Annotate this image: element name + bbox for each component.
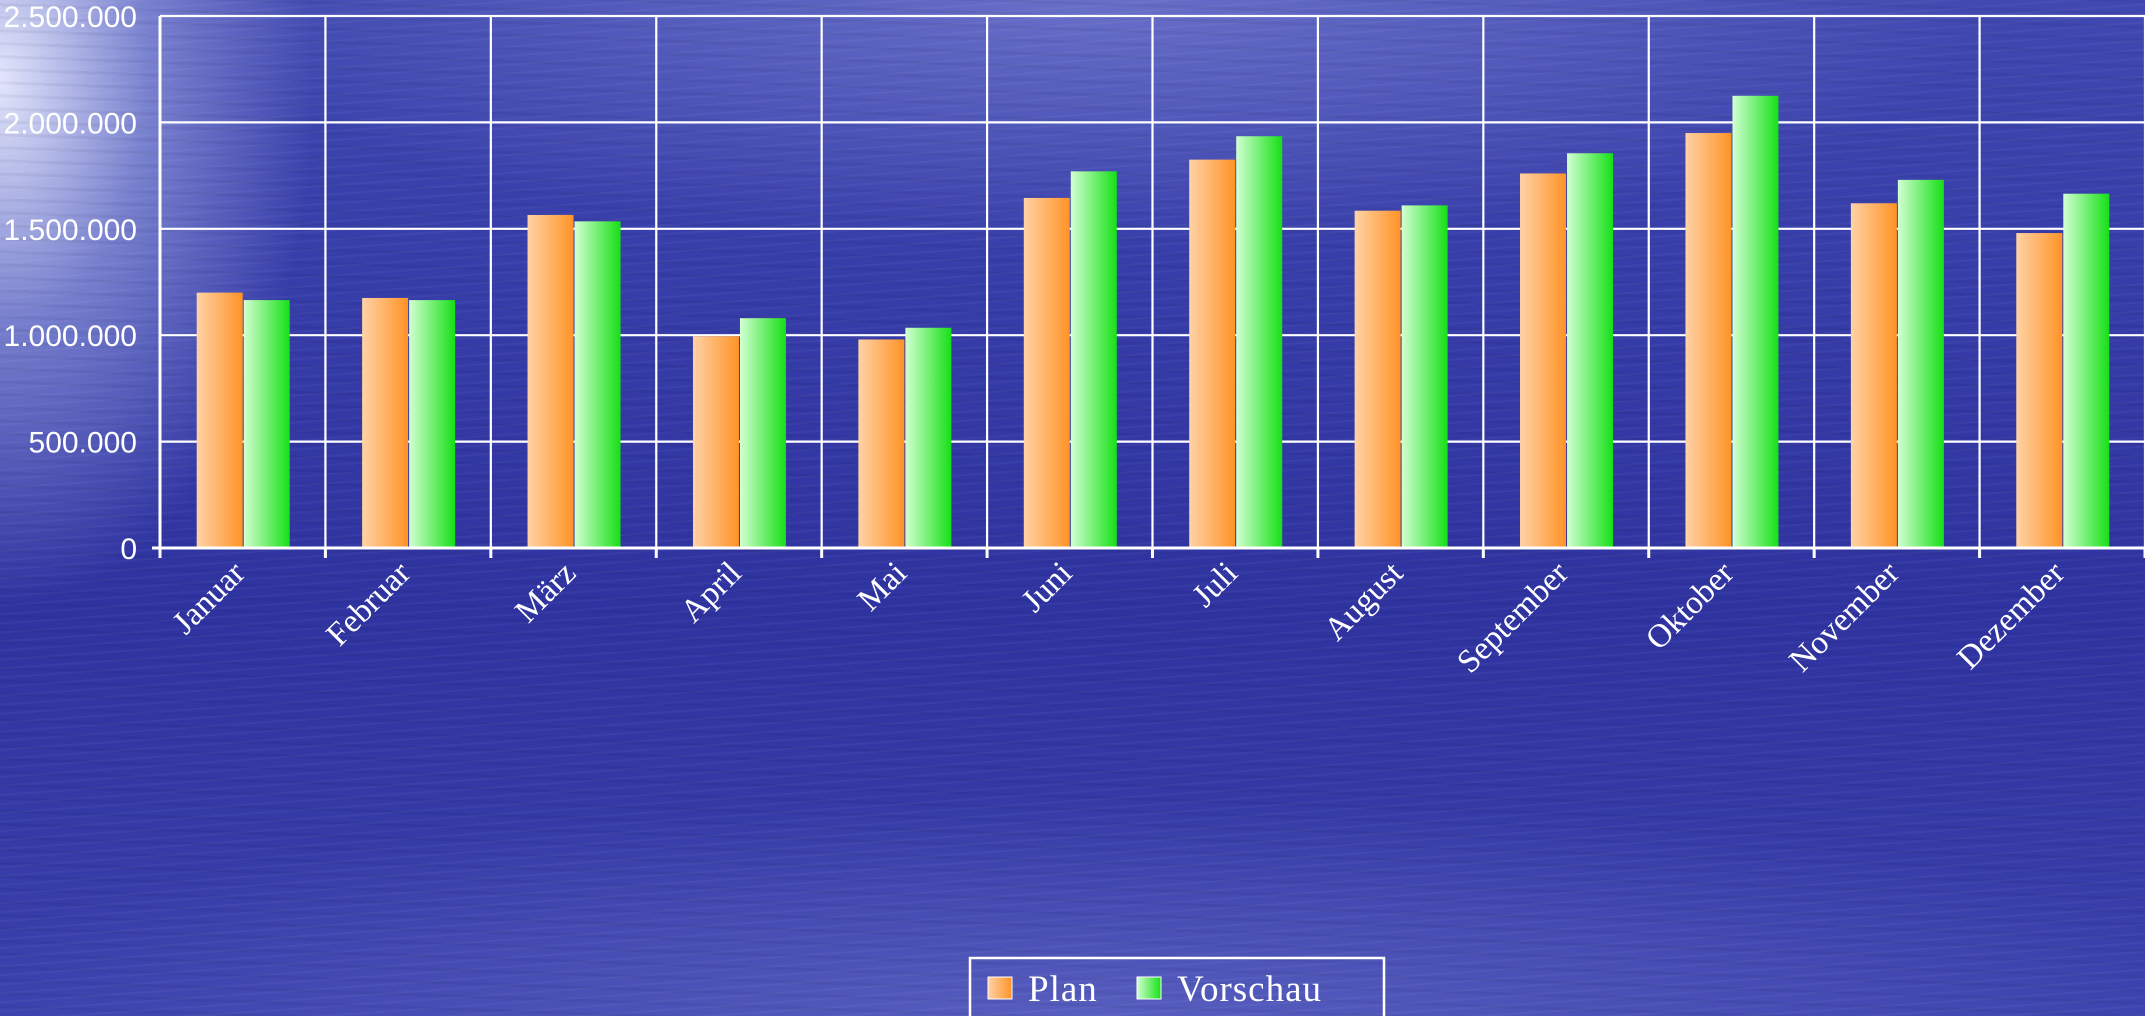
- x-tick-label: Juni: [1015, 555, 1079, 619]
- x-tick-label: April: [674, 555, 749, 630]
- bar-vorschau-januar[interactable]: [243, 300, 290, 548]
- bar-plan-mai[interactable]: [858, 339, 905, 548]
- bar-vorschau-april[interactable]: [739, 318, 786, 548]
- bar-plan-september[interactable]: [1520, 173, 1567, 549]
- bar-vorschau-august[interactable]: [1401, 205, 1448, 548]
- x-tick-label: März: [508, 555, 583, 630]
- bar-plan-januar[interactable]: [196, 292, 243, 548]
- bar-vorschau-mai[interactable]: [905, 327, 952, 548]
- bar-vorschau-februar[interactable]: [409, 300, 456, 548]
- y-tick-label: 1.500.000: [4, 214, 137, 247]
- y-tick-label: 1.000.000: [4, 320, 137, 353]
- bar-plan-april[interactable]: [692, 336, 739, 548]
- bar-plan-juni[interactable]: [1023, 197, 1070, 548]
- bar-plan-november[interactable]: [1850, 203, 1897, 548]
- y-axis-tick-labels: 0 500.000 1.000.000 1.500.000 2.000.000 2.500…: [4, 1, 137, 566]
- bars: [196, 95, 2110, 549]
- x-tick-label: Juli: [1186, 555, 1245, 614]
- y-tick-label: 0: [120, 533, 137, 566]
- legend-swatch-vorschau[interactable]: [1136, 976, 1162, 1000]
- bar-plan-oktober[interactable]: [1685, 133, 1732, 549]
- y-tick-label: 2.500.000: [4, 1, 137, 34]
- x-tick-label: Oktober: [1639, 555, 1741, 657]
- x-tick-label: November: [1783, 555, 1907, 679]
- bar-vorschau-november[interactable]: [1897, 179, 1944, 548]
- x-axis-tick-labels: Januar Februar März April Mai Juni Juli August S…: [166, 555, 2072, 680]
- gridlines: [160, 14, 2145, 548]
- bar-plan-dezember[interactable]: [2016, 233, 2063, 548]
- x-tick-label: Dezember: [1951, 555, 2072, 676]
- bar-vorschau-juli[interactable]: [1236, 136, 1283, 548]
- x-tick-label: August: [1317, 555, 1410, 648]
- legend[interactable]: Plan Vorschau: [968, 956, 1386, 1016]
- legend-label-plan[interactable]: Plan: [1028, 969, 1098, 1010]
- bar-vorschau-september[interactable]: [1567, 153, 1614, 549]
- y-tick-label: 500.000: [29, 427, 137, 460]
- bar-plan-august[interactable]: [1354, 210, 1401, 548]
- legend-label-vorschau[interactable]: Vorschau: [1177, 969, 1322, 1010]
- legend-box: [968, 956, 1386, 1016]
- axes: [152, 16, 2145, 558]
- bar-vorschau-dezember[interactable]: [2063, 193, 2110, 549]
- x-tick-label: Januar: [166, 555, 252, 641]
- y-tick-label: 2.000.000: [4, 107, 137, 140]
- bar-plan-juli[interactable]: [1189, 159, 1236, 548]
- x-tick-label: Mai: [851, 555, 914, 618]
- bar-plan-märz[interactable]: [527, 214, 574, 548]
- legend-swatch-plan[interactable]: [987, 976, 1013, 1000]
- x-tick-label: Februar: [320, 555, 418, 653]
- bar-vorschau-märz[interactable]: [574, 221, 621, 549]
- bar-vorschau-oktober[interactable]: [1732, 95, 1779, 549]
- x-tick-label: September: [1450, 555, 1575, 680]
- bar-plan-februar[interactable]: [362, 297, 409, 548]
- bar-vorschau-juni[interactable]: [1070, 171, 1117, 548]
